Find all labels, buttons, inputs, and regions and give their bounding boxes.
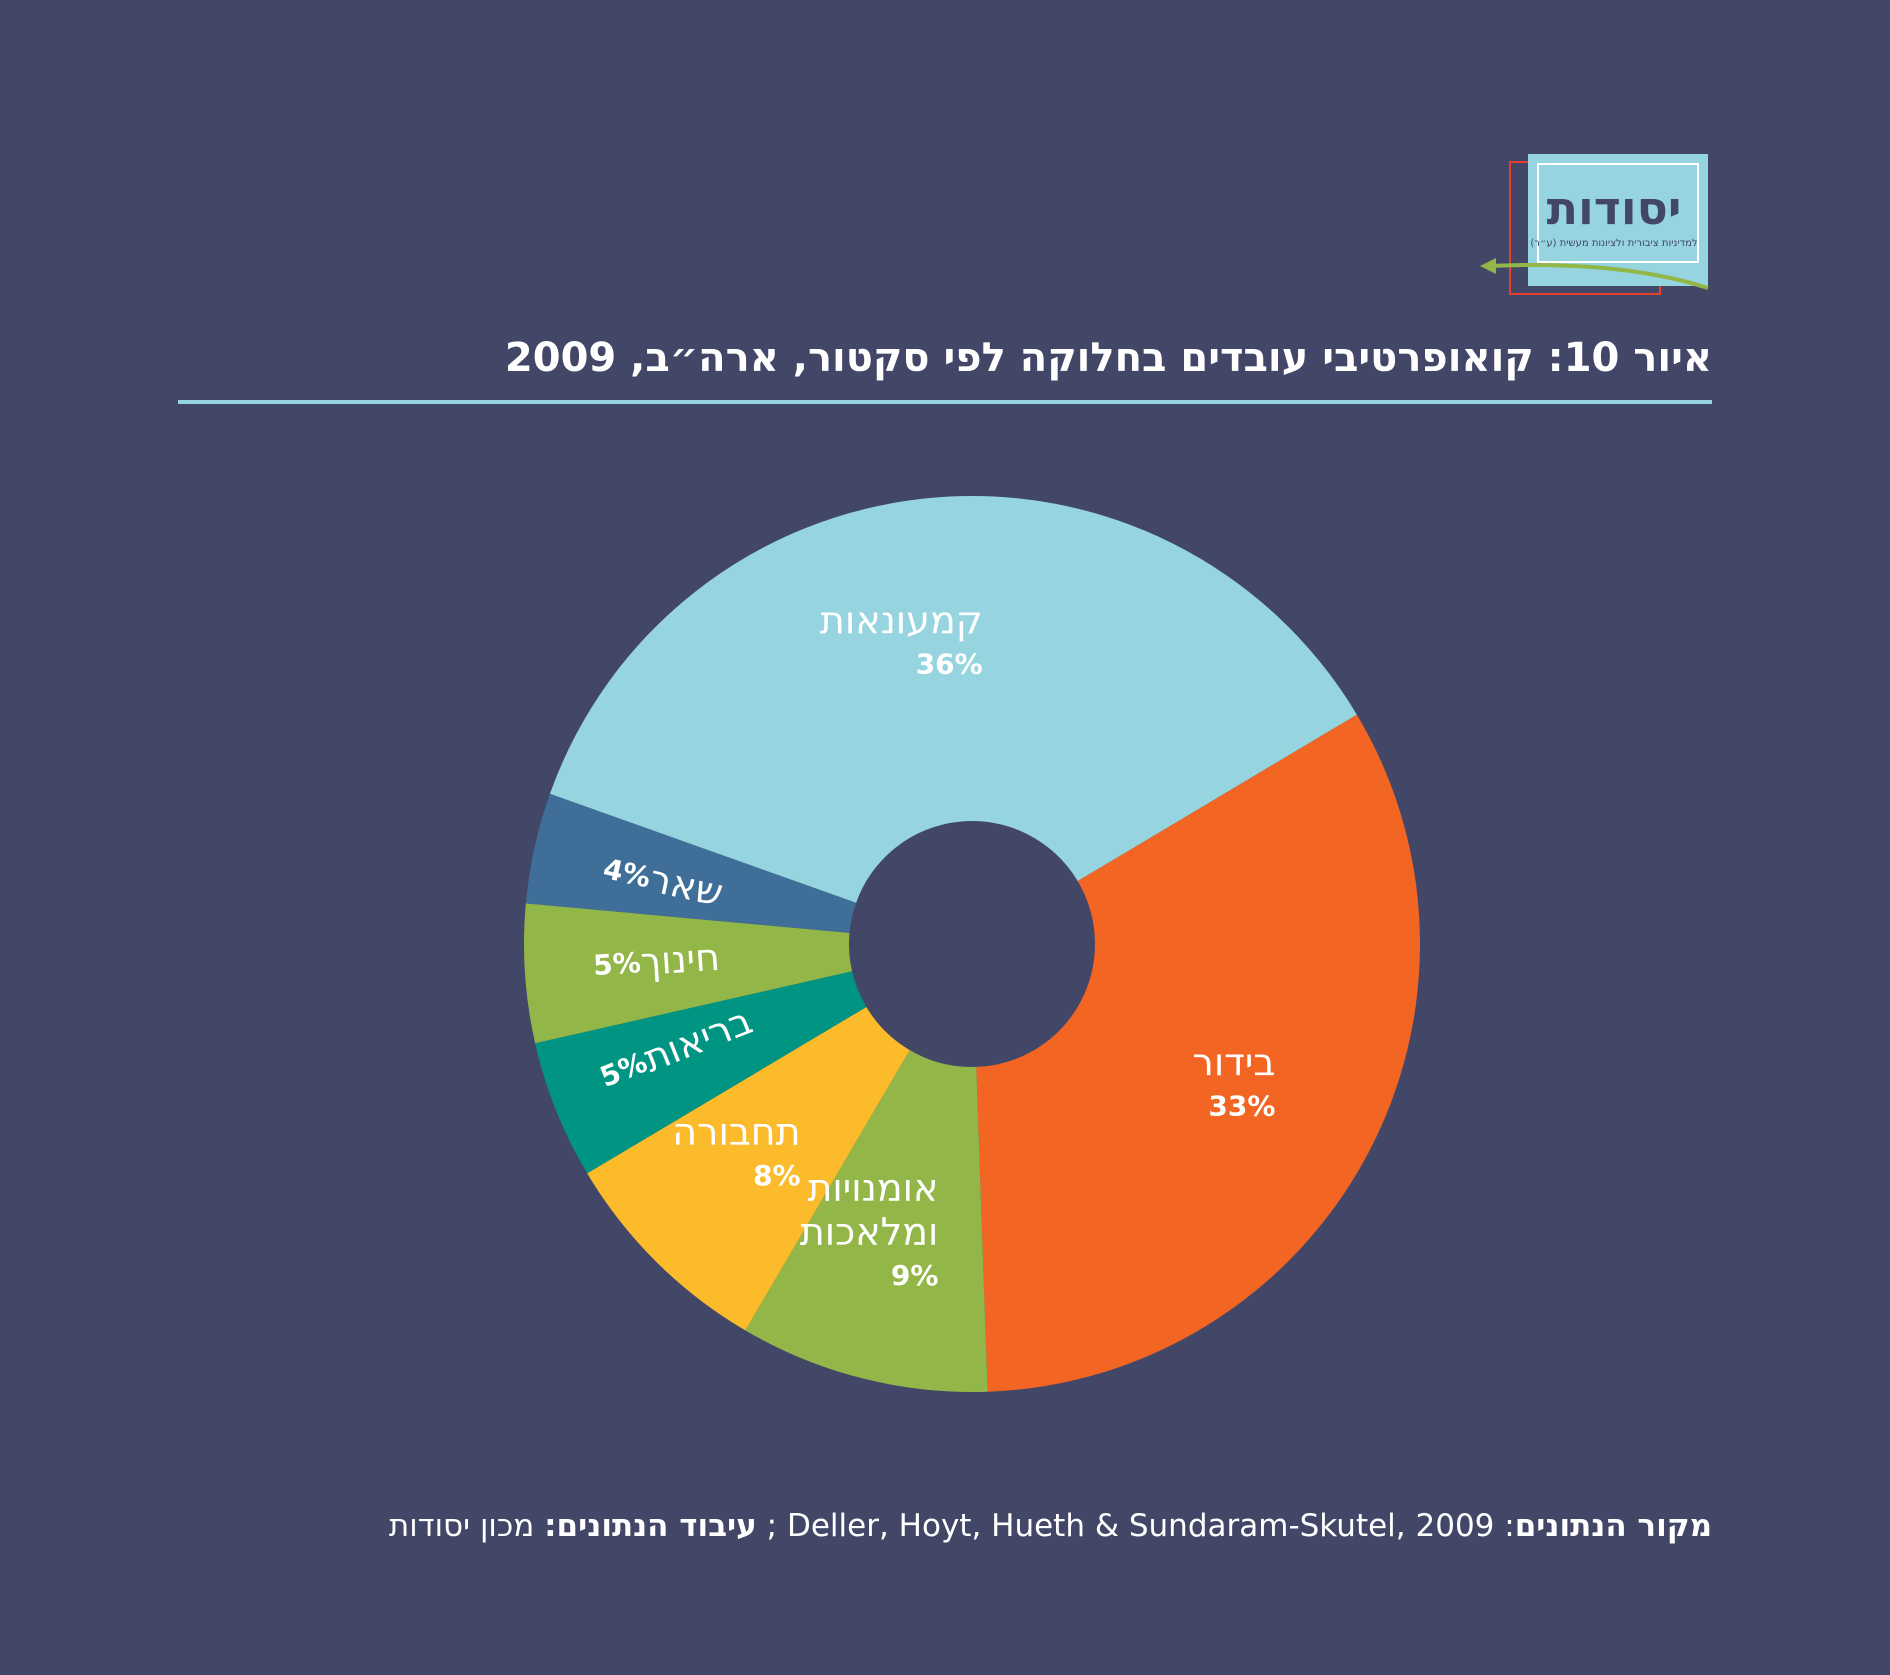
slice-value-1: 9% xyxy=(891,1259,939,1292)
slice-label-4: 5%חינוך xyxy=(592,934,721,986)
slice-value-4: 5% xyxy=(592,946,642,982)
slice-name-2-0: תחבורה xyxy=(672,1110,800,1154)
logo-tagline: למדיניות ציבורית ולציונות מעשית (ע״ר) xyxy=(1530,238,1698,249)
slice-label-2: תחבורה 8% xyxy=(672,1110,800,1192)
slice-1 xyxy=(745,1050,988,1392)
slice-4 xyxy=(524,903,853,1044)
slice-name-4: חינוך xyxy=(639,934,721,983)
slice-label-0: בידור 33% xyxy=(1192,1041,1275,1123)
yesodot-logo: יסודות למדיניות ציבורית ולציונות מעשית (… xyxy=(1480,148,1720,298)
source-label: מקור הנתונים xyxy=(1514,1508,1712,1544)
slice-6 xyxy=(549,495,1357,903)
slice-name-6-0: קמעונאות xyxy=(820,598,983,642)
chart-title: איור 10: קואופרטיבי עובדים בחלוקה לפי סק… xyxy=(504,335,1712,381)
title-divider xyxy=(178,400,1712,404)
svg-text:5%חינוך: 5%חינוך xyxy=(592,934,721,986)
source-footer: מקור הנתונים: Deller, Hoyt, Hueth & Sund… xyxy=(112,1508,1712,1544)
slice-name-1-0: אומנויות xyxy=(807,1166,938,1210)
source-text: : Deller, Hoyt, Hueth & Sundaram-Skutel,… xyxy=(756,1508,1515,1544)
slice-name-1-1: ומלאכות xyxy=(800,1210,939,1254)
logo-wordmark: יסודות xyxy=(1546,181,1682,235)
slice-5 xyxy=(525,793,857,933)
slice-2 xyxy=(587,1006,910,1331)
slice-0 xyxy=(976,714,1421,1392)
slice-3 xyxy=(535,971,867,1174)
processing-text: מכון יסודות xyxy=(388,1508,545,1544)
slice-label-6: קמעונאות 36% xyxy=(820,598,983,680)
slice-value-6: 36% xyxy=(916,647,983,680)
slice-value-0: 33% xyxy=(1208,1090,1275,1123)
slice-value-2: 8% xyxy=(753,1159,801,1192)
logo-graphic xyxy=(1480,154,1709,295)
processing-label: עיבוד הנתונים: xyxy=(544,1508,757,1544)
slice-name-0-0: בידור xyxy=(1192,1041,1275,1085)
